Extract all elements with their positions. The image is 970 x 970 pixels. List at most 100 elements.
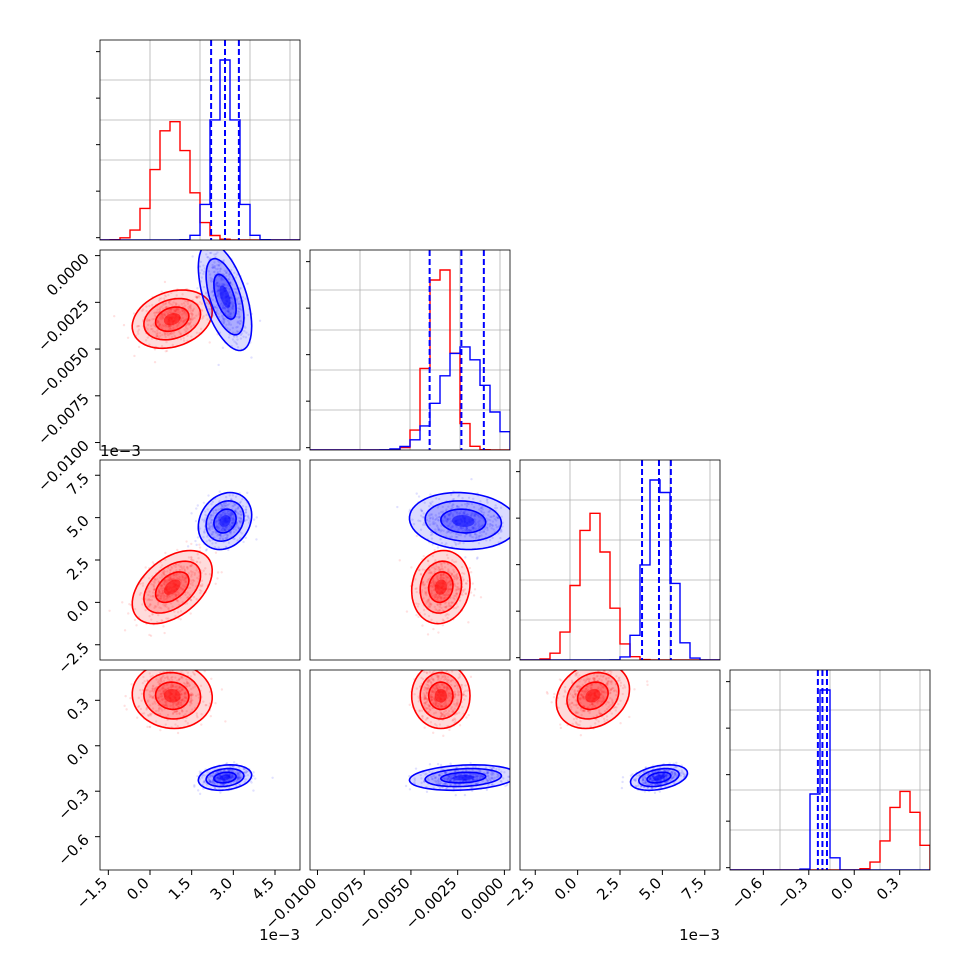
scatter-point xyxy=(165,580,169,584)
scatter-point xyxy=(446,518,450,521)
scatter-point xyxy=(188,321,192,324)
scatter-point xyxy=(176,600,180,603)
scatter-point xyxy=(433,582,437,585)
scatter-point xyxy=(239,776,243,779)
scatter-point xyxy=(196,295,199,299)
scatter-point xyxy=(164,703,167,706)
scatter-point xyxy=(471,512,474,515)
scatter-point xyxy=(164,302,167,306)
scatter-point xyxy=(221,526,224,530)
scatter-point xyxy=(479,506,483,510)
scatter-point xyxy=(159,566,162,569)
scatter-point xyxy=(553,692,556,696)
scatter-point xyxy=(181,677,184,680)
scatter-point xyxy=(232,305,235,308)
scatter-point xyxy=(161,686,164,690)
scatter-point xyxy=(456,572,459,576)
scatter-point xyxy=(146,700,149,703)
scatter-point xyxy=(176,308,179,312)
scatter-point xyxy=(153,606,156,610)
scatter-point xyxy=(208,524,211,527)
scatter-point xyxy=(224,545,228,549)
scatter-point xyxy=(231,307,235,310)
scatter-point xyxy=(220,283,224,286)
scatter-point xyxy=(472,594,476,597)
scatter-point xyxy=(488,525,492,528)
scatter-point xyxy=(220,504,224,508)
scatter-point xyxy=(439,577,442,580)
scatter-point xyxy=(453,583,456,586)
scatter-point xyxy=(444,574,448,577)
scatter-point xyxy=(209,774,212,777)
scatter-point xyxy=(197,693,200,696)
scatter-point xyxy=(123,704,126,708)
scatter-point xyxy=(241,296,245,299)
scatter-point xyxy=(190,558,193,561)
scatter-point xyxy=(182,578,186,582)
scatter-point xyxy=(221,505,224,509)
scatter-point xyxy=(206,318,209,321)
scatter-point xyxy=(222,278,225,281)
scatter-point xyxy=(491,524,495,527)
scatter-point xyxy=(190,512,193,515)
scatter-point xyxy=(211,314,215,317)
scatter-point xyxy=(165,705,169,708)
scatter-point xyxy=(159,677,162,680)
scatter-point xyxy=(427,578,430,581)
scatter-point xyxy=(457,587,460,591)
scatter-point xyxy=(432,581,435,585)
scatter-point xyxy=(436,578,439,581)
scatter-point xyxy=(221,529,224,533)
scatter-point xyxy=(210,290,214,294)
scatter-point xyxy=(176,307,179,311)
scatter-point xyxy=(219,508,222,511)
scatter-point xyxy=(167,293,170,297)
scatter-point xyxy=(229,532,233,535)
scatter-point xyxy=(473,532,477,536)
scatter-point xyxy=(194,539,197,543)
scatter-point xyxy=(456,532,459,536)
scatter-point xyxy=(189,599,193,602)
scatter-point xyxy=(173,610,176,613)
scatter-point xyxy=(192,579,196,583)
scatter-point xyxy=(189,582,192,586)
scatter-point xyxy=(208,251,212,255)
scatter-point xyxy=(216,306,219,310)
scatter-point xyxy=(135,325,139,328)
scatter-point xyxy=(449,604,452,607)
scatter-point xyxy=(214,702,217,705)
scatter-point xyxy=(199,327,203,331)
scatter-point xyxy=(499,530,502,533)
scatter-point xyxy=(447,530,450,533)
scatter-point xyxy=(182,319,186,322)
scatter-point xyxy=(461,593,464,597)
scatter-point xyxy=(160,687,164,691)
scatter-point xyxy=(254,525,258,528)
scatter-point xyxy=(133,354,136,358)
scatter-point xyxy=(477,523,481,526)
scatter-point xyxy=(436,506,440,509)
scatter-point xyxy=(214,551,218,554)
scatter-point xyxy=(232,769,236,773)
scatter-point xyxy=(161,590,165,593)
scatter-point xyxy=(167,687,170,690)
scatter-point xyxy=(167,578,171,581)
scatter-point xyxy=(136,716,139,719)
scatter-point xyxy=(177,308,180,312)
scatter-point xyxy=(179,319,183,323)
scatter-point xyxy=(193,673,197,676)
scatter-point xyxy=(430,603,433,606)
scatter-point xyxy=(436,603,439,607)
scatter-point xyxy=(559,723,562,726)
scatter-point xyxy=(207,302,211,306)
scatter-point xyxy=(185,685,188,688)
scatter-point xyxy=(429,516,432,520)
scatter-point xyxy=(450,601,453,604)
scatter-point xyxy=(209,539,212,543)
scatter-point xyxy=(165,605,168,608)
scatter-point xyxy=(176,599,179,602)
scatter-point xyxy=(218,270,222,273)
scatter-point xyxy=(449,531,452,535)
scatter-point xyxy=(457,493,461,497)
scatter-point xyxy=(217,315,221,319)
